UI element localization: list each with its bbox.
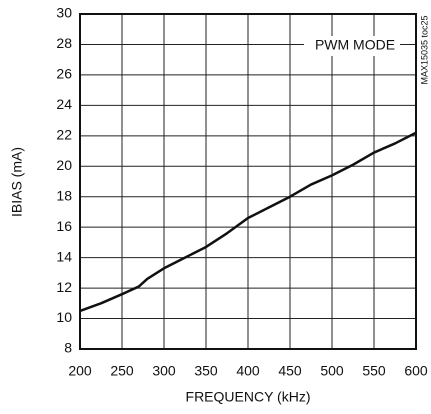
y-tick-label: 14 — [56, 248, 72, 264]
y-axis-label: IBIAS (mA) — [9, 147, 25, 217]
y-tick-label: 22 — [56, 127, 72, 143]
y-tick-label: 18 — [56, 187, 72, 203]
y-tick-label: 24 — [56, 96, 72, 112]
x-tick-label: 450 — [278, 363, 302, 379]
x-tick-label: 250 — [110, 363, 134, 379]
data-line — [79, 131, 417, 313]
y-tick-label: 26 — [56, 66, 72, 82]
y-tick-label: 8 — [64, 340, 72, 356]
x-tick-label: 550 — [362, 363, 386, 379]
x-axis-label: FREQUENCY (kHz) — [186, 389, 311, 405]
y-tick-label: 16 — [56, 218, 72, 234]
y-tick-label: 12 — [56, 279, 72, 295]
x-tick-label: 500 — [320, 363, 344, 379]
y-tick-label: 20 — [56, 157, 72, 173]
annotation-bg — [304, 36, 400, 56]
annotation: PWM MODE — [315, 37, 395, 53]
x-tick-label: 200 — [68, 363, 92, 379]
x-tick-label: 300 — [152, 363, 176, 379]
x-tick-label: 600 — [404, 363, 428, 379]
figure-id: MAX15035 toc25 — [419, 15, 429, 84]
y-tick-label: 10 — [56, 309, 72, 325]
y-tick-label: 28 — [56, 35, 72, 51]
plot-frame — [79, 13, 417, 350]
y-tick-label: 30 — [56, 5, 72, 21]
x-tick-label: 400 — [236, 363, 260, 379]
x-tick-label: 350 — [194, 363, 218, 379]
